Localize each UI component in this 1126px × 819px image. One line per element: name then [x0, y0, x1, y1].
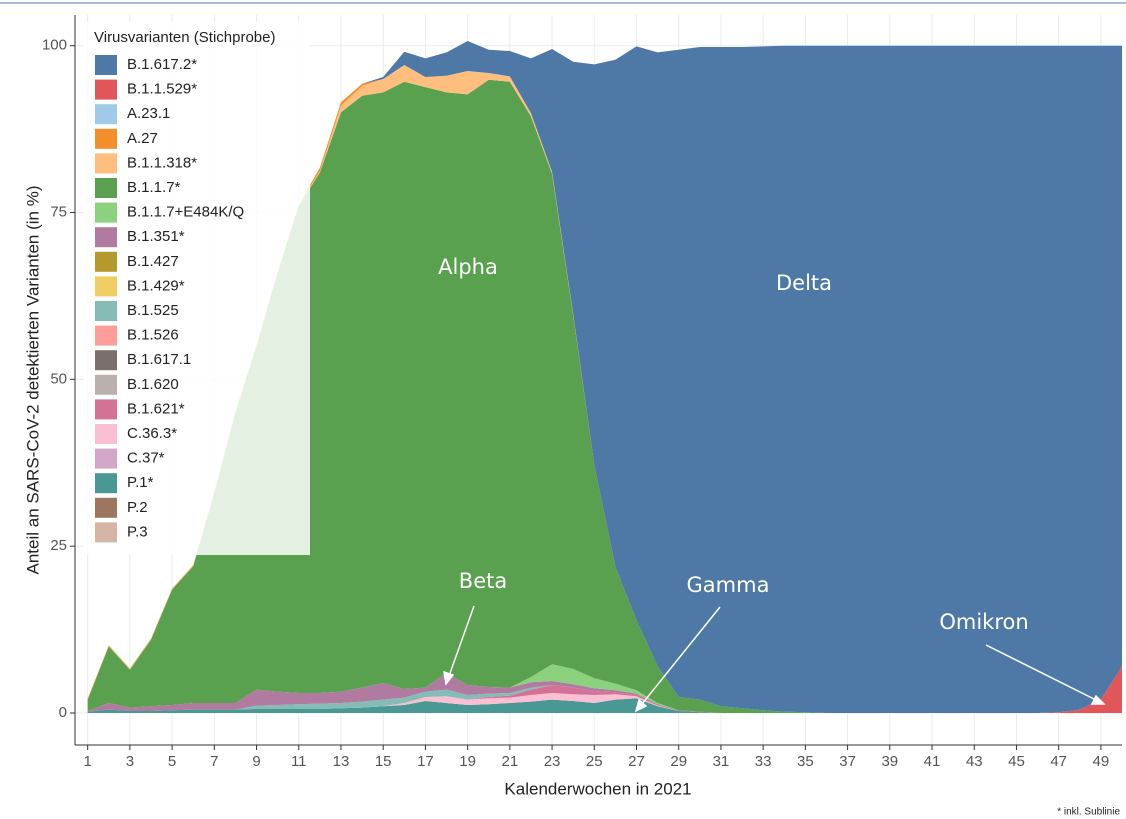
annotation: Delta [776, 271, 832, 295]
legend-swatch [95, 251, 117, 272]
area [87, 692, 1123, 713]
legend-swatch [95, 276, 117, 297]
arrow [641, 606, 721, 705]
x-tick-label: 31 [713, 753, 730, 770]
y-tick-label: 50 [50, 370, 67, 387]
x-tick-label: 7 [210, 753, 218, 770]
area [87, 79, 1123, 713]
arrow [985, 644, 1097, 701]
legend: B.1.617.2* B.1.1.529* A.23.1 A.27 B.1.1.318*… [95, 55, 244, 543]
legend-swatch [95, 399, 117, 420]
legend-label: B.1.525 [127, 302, 179, 319]
x-tick-label: 17 [417, 753, 434, 770]
legend-swatch [95, 153, 117, 174]
x-tick-label: 47 [1050, 753, 1067, 770]
y-tick-label: 0 [59, 704, 67, 721]
x-tick-label: 1 [83, 753, 91, 770]
legend-label: A.27 [127, 130, 158, 147]
arrow-head [634, 698, 648, 713]
legend-swatch [95, 374, 117, 395]
legend-swatch [95, 497, 117, 518]
areas [87, 41, 1123, 713]
y-tick-label: 25 [50, 537, 67, 554]
x-tick-label: 15 [375, 753, 392, 770]
area [87, 684, 1123, 713]
annotation: Alpha [438, 255, 498, 279]
x-axis-label: Kalenderwochen in 2021 [504, 779, 691, 798]
legend-label: P.2 [127, 499, 148, 516]
legend-label: B.1.617.1 [127, 351, 191, 368]
legend-label: C.36.3* [127, 425, 177, 442]
legend-swatch [95, 79, 117, 100]
arrow [448, 605, 475, 677]
y-tick-label: 100 [42, 37, 67, 54]
legend-title: Virusvarianten (Stichprobe) [94, 29, 275, 46]
annotation: Beta [459, 569, 507, 593]
x-tick-label: 3 [126, 753, 134, 770]
x-tick-label: 37 [839, 753, 856, 770]
legend-swatch [95, 350, 117, 371]
legend-swatch [95, 522, 117, 543]
legend-swatch [95, 301, 117, 321]
area [87, 664, 1123, 713]
legend-swatch [95, 227, 117, 248]
x-tick-label: 25 [586, 753, 603, 770]
legend-label: B.1.621* [127, 400, 185, 417]
legend-label: B.1.617.2* [127, 56, 197, 73]
x-tick-label: 19 [459, 753, 476, 770]
legend-swatch [95, 202, 117, 223]
legend-label: B.1.1.529* [127, 81, 197, 98]
x-tick-label: 13 [333, 753, 350, 770]
annotation: Gamma [687, 573, 770, 597]
legend-label: B.1.526 [127, 327, 179, 344]
x-tick-label: 5 [168, 753, 176, 770]
annotation: Omikron [939, 610, 1028, 634]
area [87, 41, 1123, 713]
legend-swatch [95, 473, 117, 494]
legend-label: B.1.429* [127, 277, 185, 294]
area [87, 698, 1123, 713]
x-tick-label: 9 [252, 753, 260, 770]
footnote: * inkl. Sublinie [1057, 807, 1120, 818]
legend-swatch [95, 128, 117, 149]
legend-label: B.1.1.7* [127, 179, 181, 196]
arrow-head [1090, 694, 1106, 705]
arrows [443, 605, 1106, 713]
legend-box [84, 22, 310, 555]
arrow-head [443, 670, 455, 686]
x-tick-label: 11 [291, 753, 307, 770]
legend-swatch [95, 424, 117, 444]
legend-swatch [95, 448, 117, 469]
legend-label: A.23.1 [127, 105, 170, 122]
x-tick-label: 35 [797, 753, 814, 770]
legend-label: B.1.1.318* [127, 154, 197, 171]
x-tick-label: 21 [501, 753, 518, 770]
y-tick-label: 75 [50, 203, 67, 220]
legend-label: B.1.620 [127, 376, 179, 393]
x-tick-label: 43 [966, 753, 983, 770]
x-tick-label: 29 [670, 753, 687, 770]
legend-label: B.1.1.7+E484K/Q [127, 204, 244, 221]
x-tick-label: 23 [544, 753, 561, 770]
legend-swatch [95, 55, 117, 75]
legend-swatch [95, 104, 117, 125]
y-axis-label: Anteil an SARS-CoV-2 detektierten Varian… [23, 186, 42, 575]
x-tick-label: 45 [1008, 753, 1025, 770]
legend-label: B.1.351* [127, 228, 185, 245]
x-tick-label: 49 [1093, 753, 1110, 770]
x-tick-label: 33 [755, 753, 772, 770]
legend-label: C.37* [127, 450, 165, 467]
x-tick-label: 27 [628, 753, 645, 770]
x-tick-label: 41 [924, 753, 941, 770]
legend-label: P.3 [127, 523, 148, 540]
x-tick-label: 39 [881, 753, 898, 770]
legend-label: B.1.427 [127, 253, 179, 270]
legend-label: P.1* [127, 474, 154, 491]
legend-swatch [95, 178, 117, 198]
area [87, 672, 1123, 713]
legend-swatch [95, 325, 117, 346]
axes: 1 3 5 7 9 11 13 15 17 19 21 23 25 27 29 31 33 35 37 39 41 43 4… [42, 15, 1122, 770]
